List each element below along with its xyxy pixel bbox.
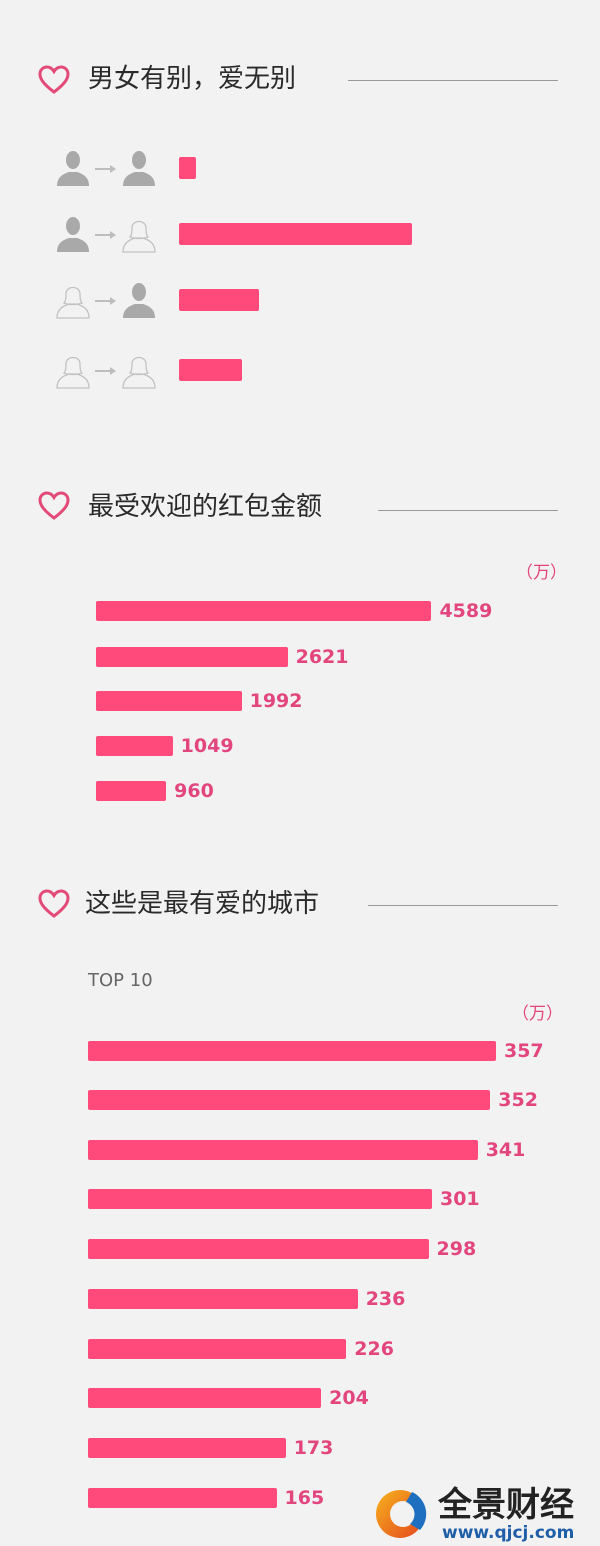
divider [348,80,558,81]
arrow-right-icon [95,165,116,173]
bar [88,1289,358,1309]
male-icon [57,217,89,252]
icon-pair [55,149,157,187]
value-label: 4589 [439,600,493,622]
value-label: 204 [329,1387,369,1409]
female-icon [122,220,156,253]
bar [88,1140,478,1160]
value-label: 236 [365,1288,406,1310]
male-icon [123,283,155,318]
value-label: 165 [284,1487,325,1509]
unit-label: （万） [516,563,567,583]
bar [88,1239,429,1259]
icon-pair [55,215,157,253]
watermark-logo: 全景财经 www.qjcj.com [372,1484,600,1546]
value-label: 1049 [180,735,234,757]
bar [96,781,167,801]
value-label: 352 [498,1089,538,1111]
male-icon [123,151,155,186]
heart-icon [38,65,70,94]
bar [88,1339,347,1359]
value-label: 357 [503,1040,544,1062]
chart-subtitle: TOP 10 [88,970,153,991]
section-title: 男女有别，爱无别 [88,64,297,94]
value-label: 173 [293,1437,334,1459]
bar [179,359,242,381]
bar [88,1189,432,1209]
bar [96,601,432,621]
section-title: 最受欢迎的红包金额 [88,492,323,522]
bar [96,736,173,756]
male-icon [57,151,89,186]
bar [88,1438,286,1458]
female-icon [56,286,90,319]
bar [88,1041,496,1061]
logo-url: www.qjcj.com [442,1523,575,1543]
divider [378,510,558,511]
value-label: 341 [485,1139,526,1161]
value-label: 2621 [295,646,349,668]
bar [179,223,413,245]
icon-pair [55,351,157,389]
arrow-right-icon [95,231,116,239]
bar [179,289,260,311]
icon-pair [55,281,157,319]
value-label: 226 [354,1338,394,1360]
heart-icon [38,491,70,520]
divider [368,905,558,906]
value-label: 298 [436,1238,477,1260]
value-label: 301 [439,1188,480,1210]
arrow-right-icon [95,297,116,305]
value-label: 960 [174,780,214,802]
heart-icon [38,889,70,918]
section-title: 这些是最有爱的城市 [85,889,320,919]
bar [88,1488,277,1508]
bar [96,691,242,711]
bar [179,157,196,179]
unit-label: （万） [512,1004,563,1024]
bar [96,647,288,667]
logo-brand: 全景财经 [438,1485,574,1525]
female-icon [122,356,156,389]
bar [88,1090,491,1110]
bar [88,1388,322,1408]
female-icon [56,356,90,389]
logo-mark [376,1490,427,1538]
value-label: 1992 [249,690,303,712]
arrow-right-icon [95,367,116,375]
